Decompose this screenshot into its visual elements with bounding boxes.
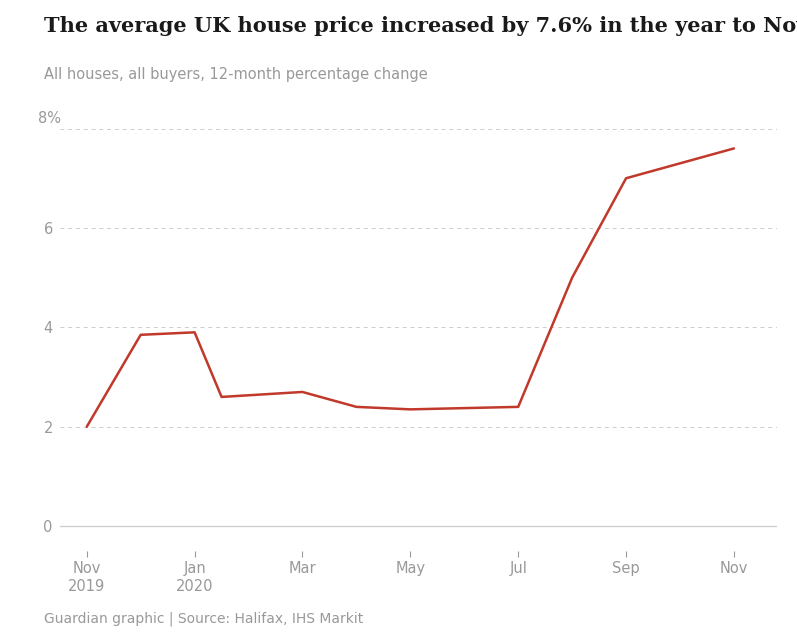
Text: Guardian graphic | Source: Halifax, IHS Markit: Guardian graphic | Source: Halifax, IHS …: [44, 611, 363, 626]
Text: All houses, all buyers, 12-month percentage change: All houses, all buyers, 12-month percent…: [44, 67, 427, 82]
Text: 8%: 8%: [38, 111, 61, 126]
Text: The average UK house price increased by 7.6% in the year to November: The average UK house price increased by …: [44, 16, 797, 36]
